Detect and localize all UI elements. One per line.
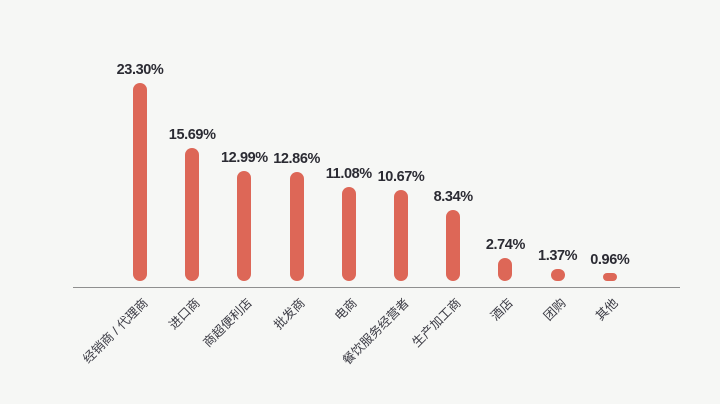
bar-9 [550, 269, 565, 281]
bar-2 [185, 147, 200, 281]
bar-5 [341, 186, 356, 281]
bar-4 [289, 171, 304, 281]
bar-8 [498, 257, 513, 281]
bar-3 [237, 170, 252, 281]
x-axis-line [73, 286, 680, 288]
value-label-6: 10.67% [377, 169, 425, 186]
value-label-8: 2.74% [485, 236, 526, 253]
bar-7 [446, 210, 461, 281]
value-label-5: 11.08% [325, 165, 372, 182]
bar-1 [133, 82, 147, 281]
value-label-9: 1.37% [538, 248, 578, 265]
value-label-1: 23.30% [116, 61, 164, 78]
value-label-10: 0.96% [590, 251, 630, 268]
value-label-7: 8.34% [433, 189, 474, 206]
value-label-3: 12.99% [221, 149, 268, 166]
value-label-2: 15.69% [168, 126, 216, 143]
bar-6 [394, 190, 408, 281]
bar-10 [602, 272, 617, 281]
value-label-4: 12.86% [273, 150, 320, 167]
